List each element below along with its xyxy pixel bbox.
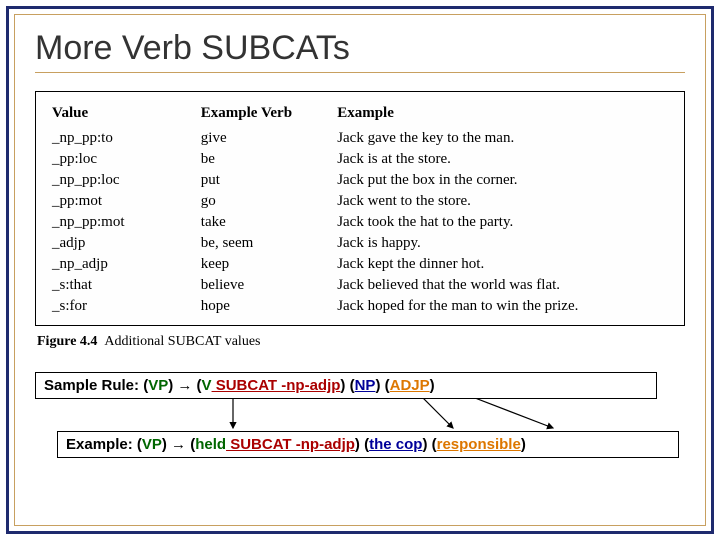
cell-example: Jack is at the store. (335, 149, 670, 170)
table-row: _np_pp:mottakeJack took the hat to the p… (50, 212, 670, 233)
subcat-table: Value Example Verb Example _np_pp:togive… (50, 102, 670, 317)
cell-value: _np_pp:loc (50, 170, 199, 191)
ex-close3: ) (521, 436, 526, 453)
figure-caption: Figure 4.4 Additional SUBCAT values (37, 334, 685, 350)
table-row: _adjpbe, seemJack is happy. (50, 233, 670, 254)
cell-verb: keep (199, 254, 335, 275)
cell-example: Jack put the box in the corner. (335, 170, 670, 191)
cell-value: _s:for (50, 296, 199, 317)
rule-arrow: ) → ( (168, 377, 201, 394)
cell-example: Jack is happy. (335, 233, 670, 254)
cell-value: _pp:loc (50, 149, 199, 170)
ex-arrow: ) → ( (162, 436, 195, 453)
cell-verb: give (199, 128, 335, 149)
cell-value: _adjp (50, 233, 199, 254)
table-row: _s:thatbelieveJack believed that the wor… (50, 275, 670, 296)
ex-close1: ) ( (355, 436, 369, 453)
rule-v: V (202, 377, 212, 394)
cell-value: _np_adjp (50, 254, 199, 275)
header-value: Value (50, 102, 199, 128)
table-row: _pp:motgoJack went to the store. (50, 191, 670, 212)
rule-close2: ) ( (375, 377, 389, 394)
header-example: Example (335, 102, 670, 128)
cell-verb: go (199, 191, 335, 212)
cell-example: Jack gave the key to the man. (335, 128, 670, 149)
table-row: _np_adjpkeepJack kept the dinner hot. (50, 254, 670, 275)
rule-close3: ) (430, 377, 435, 394)
ex-vp: VP (142, 436, 162, 453)
table-row: _s:forhopeJack hoped for the man to win … (50, 296, 670, 317)
cell-example: Jack took the hat to the party. (335, 212, 670, 233)
rule-close1: ) ( (340, 377, 354, 394)
cell-example: Jack hoped for the man to win the prize. (335, 296, 670, 317)
cell-example: Jack believed that the world was flat. (335, 275, 670, 296)
cell-verb: put (199, 170, 335, 191)
table-header-row: Value Example Verb Example (50, 102, 670, 128)
cell-verb: believe (199, 275, 335, 296)
ex-np: the cop (369, 436, 422, 453)
cell-verb: take (199, 212, 335, 233)
table-body: _np_pp:togiveJack gave the key to the ma… (50, 128, 670, 317)
cell-value: _s:that (50, 275, 199, 296)
cell-verb: hope (199, 296, 335, 317)
ex-subcat: SUBCAT -np-adjp (226, 436, 355, 453)
slide-title: More Verb SUBCATs (35, 29, 685, 68)
ex-held: held (195, 436, 226, 453)
cell-value: _np_pp:mot (50, 212, 199, 233)
subcat-table-box: Value Example Verb Example _np_pp:togive… (35, 91, 685, 326)
cell-verb: be (199, 149, 335, 170)
cell-example: Jack kept the dinner hot. (335, 254, 670, 275)
header-verb: Example Verb (199, 102, 335, 128)
ex-adjp: responsible (437, 436, 521, 453)
rule-vp: VP (148, 377, 168, 394)
rule-prefix: Sample Rule: ( (44, 377, 148, 394)
cell-verb: be, seem (199, 233, 335, 254)
ex-prefix: Example: ( (66, 436, 142, 453)
example-rule-box: Example: (VP) → (held SUBCAT -np-adjp) (… (57, 431, 679, 458)
cell-value: _pp:mot (50, 191, 199, 212)
ex-close2: ) ( (422, 436, 436, 453)
title-underline (35, 72, 685, 73)
rule-adjp: ADJP (390, 377, 430, 394)
caption-label: Figure 4.4 (37, 334, 97, 349)
sample-rule-box: Sample Rule: (VP) → (V SUBCAT -np-adjp) … (35, 372, 657, 399)
rule-subcat: SUBCAT -np-adjp (212, 377, 341, 394)
rules-container: Sample Rule: (VP) → (V SUBCAT -np-adjp) … (35, 372, 685, 458)
cell-example: Jack went to the store. (335, 191, 670, 212)
table-row: _np_pp:locputJack put the box in the cor… (50, 170, 670, 191)
table-row: _pp:locbeJack is at the store. (50, 149, 670, 170)
table-row: _np_pp:togiveJack gave the key to the ma… (50, 128, 670, 149)
slide-inner-border: More Verb SUBCATs Value Example Verb Exa… (14, 14, 706, 526)
caption-text: Additional SUBCAT values (104, 334, 260, 349)
cell-value: _np_pp:to (50, 128, 199, 149)
rule-np: NP (355, 377, 376, 394)
